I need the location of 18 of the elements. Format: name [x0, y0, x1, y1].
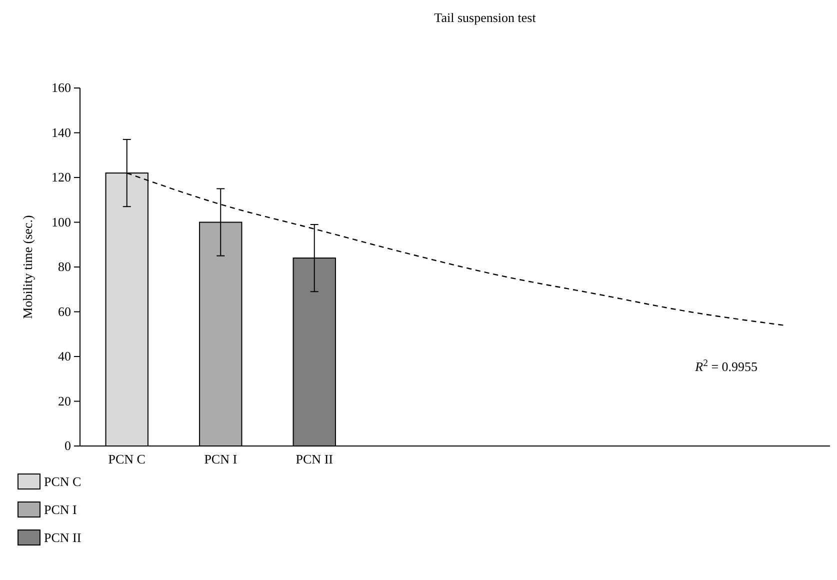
chart-title: Tail suspension test — [434, 10, 536, 25]
legend-label: PCN I — [44, 502, 77, 517]
x-tick-label: PCN I — [204, 451, 238, 466]
y-tick-label: 20 — [58, 393, 71, 408]
legend-label: PCN II — [44, 530, 82, 545]
y-tick-label: 40 — [58, 348, 71, 364]
y-tick-label: 60 — [58, 304, 71, 319]
y-tick-label: 80 — [58, 259, 71, 274]
y-axis-title: Mobility time (sec.) — [20, 215, 35, 319]
annotation: R$^{2}$ = 0.9955 — [694, 358, 758, 374]
legend-label: PCN C — [44, 474, 82, 489]
y-tick-label: 140 — [52, 124, 71, 140]
y-tick-label: 120 — [52, 170, 71, 185]
x-tick-label: PCN C — [108, 451, 146, 466]
y-tick-label: 160 — [52, 80, 71, 96]
x-tick-label: PCN II — [296, 451, 333, 466]
y-tick-label: 100 — [52, 214, 71, 230]
y-tick-label: 0 — [64, 438, 71, 454]
